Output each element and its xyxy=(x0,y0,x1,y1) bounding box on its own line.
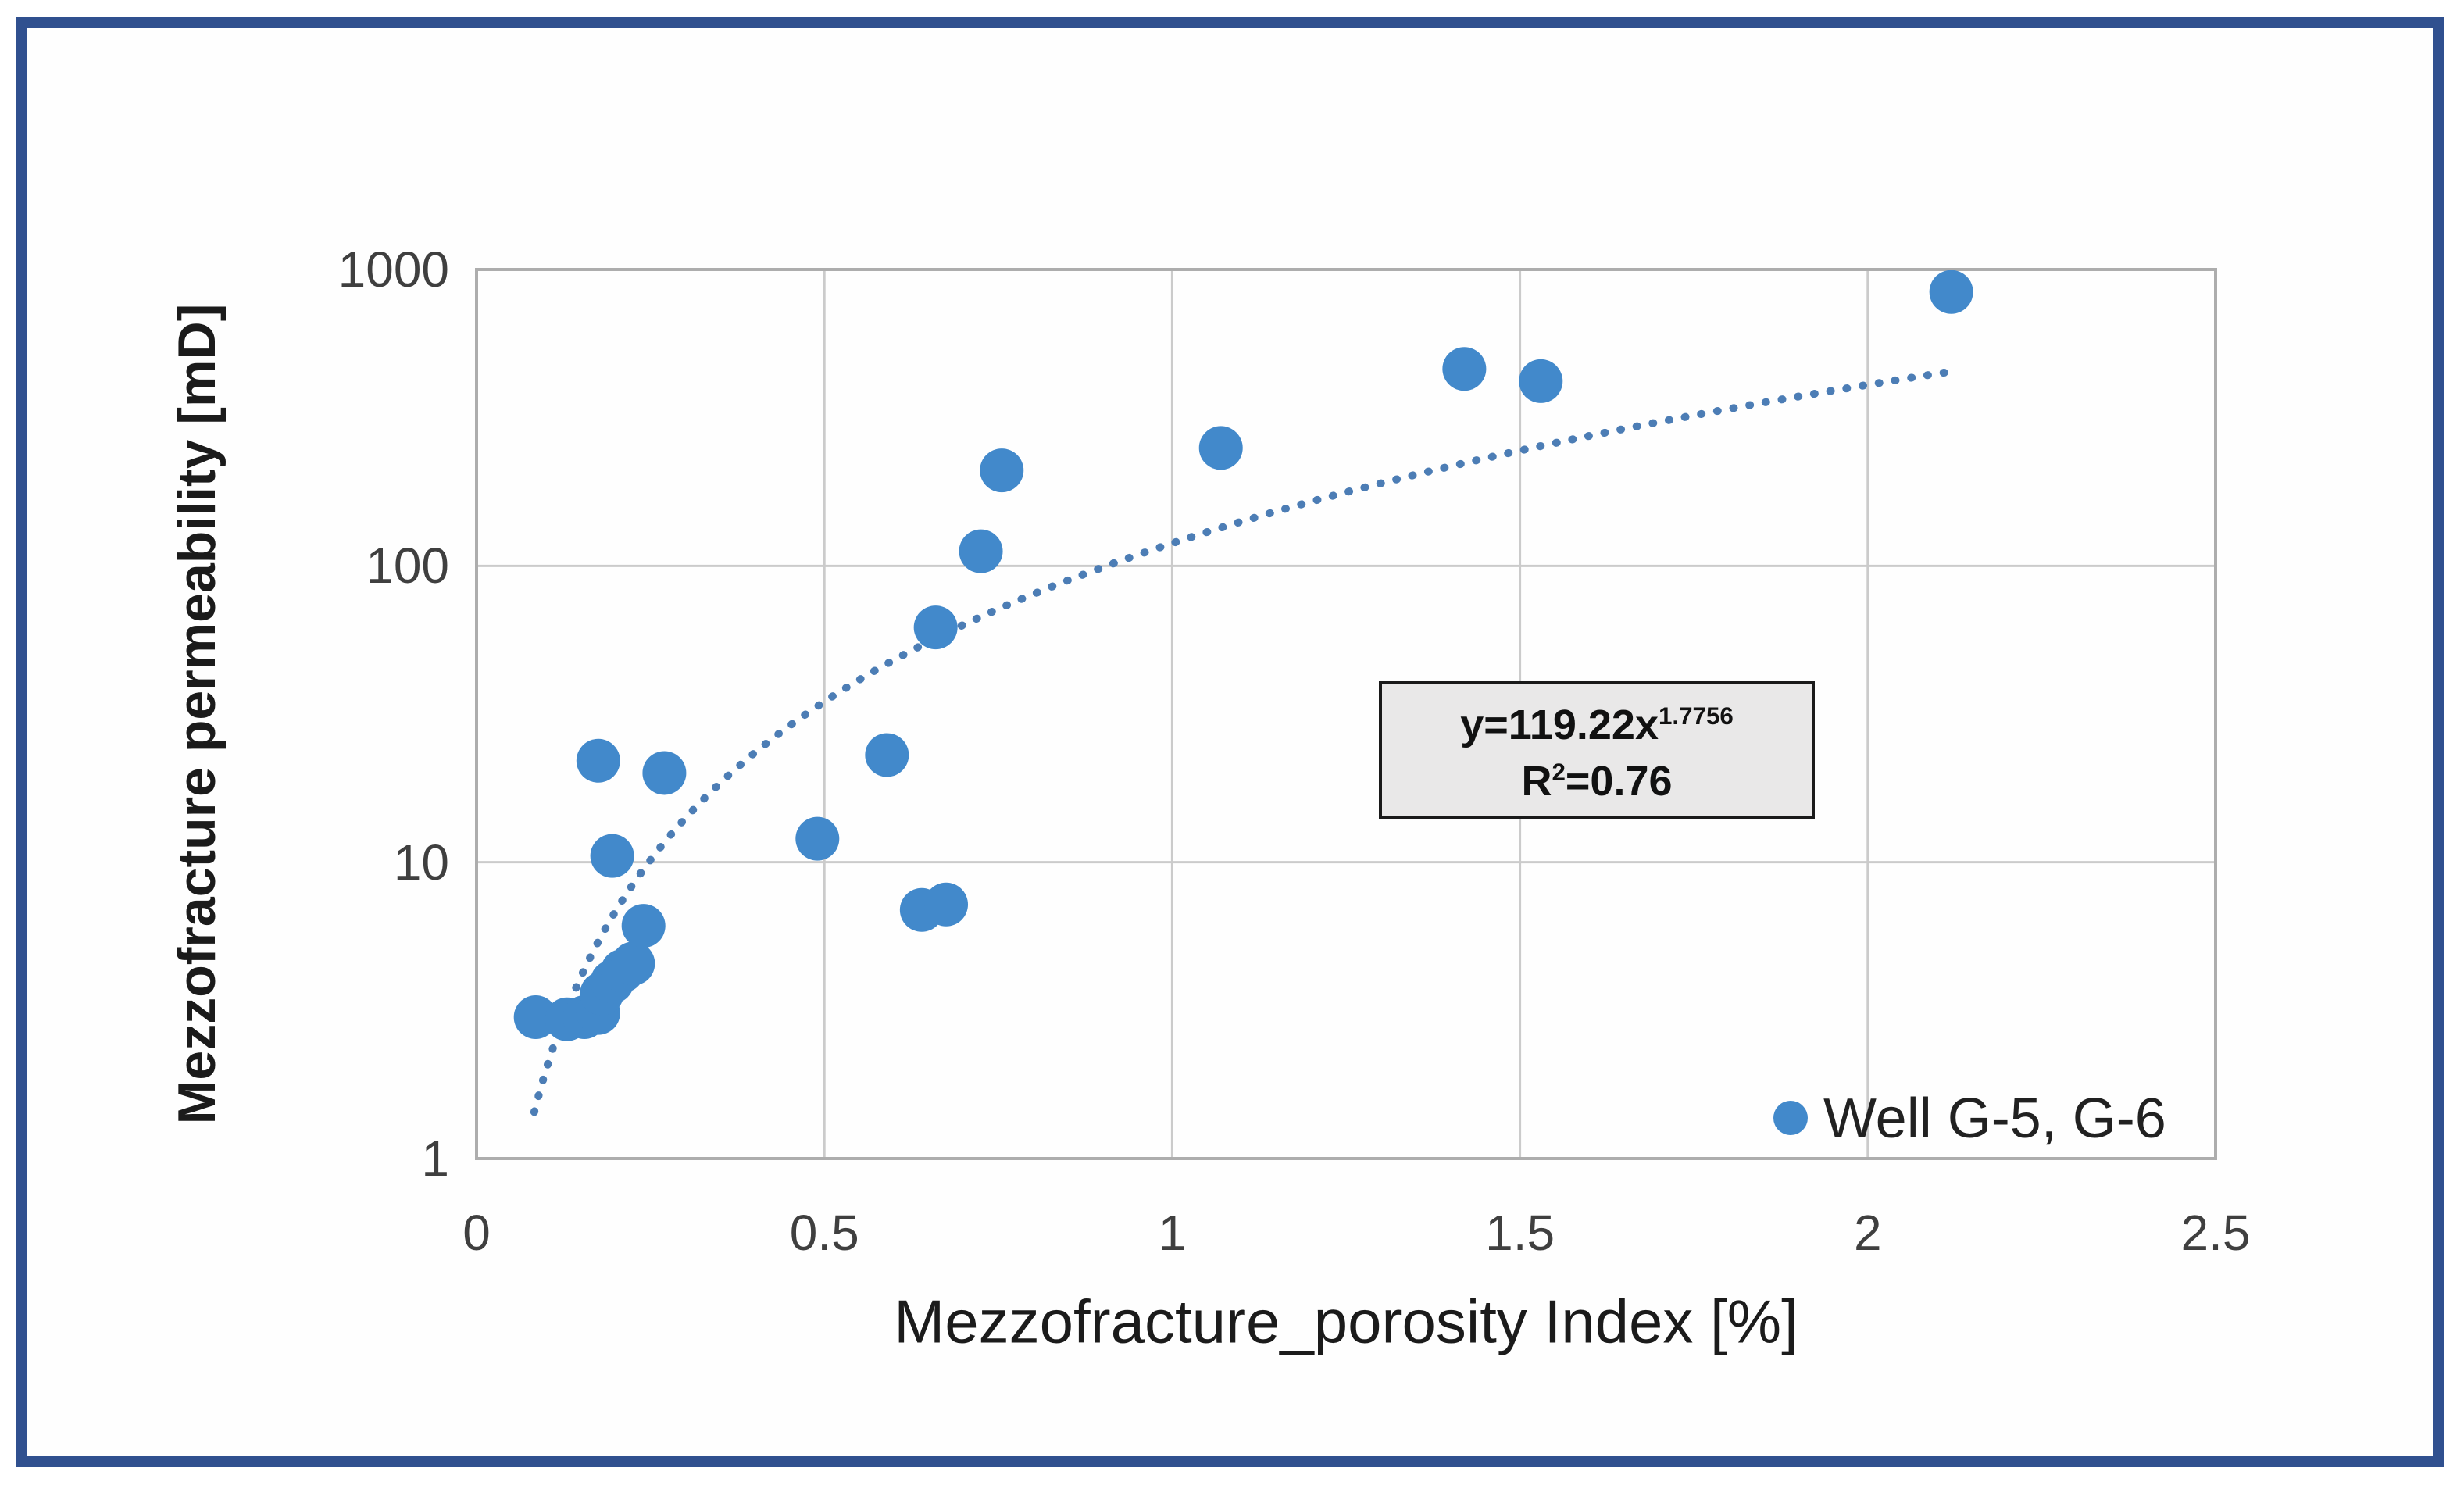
data-point xyxy=(590,834,634,878)
x-tick-label: 2.5 xyxy=(2180,1205,2251,1261)
trendline-equation: y=119.22x1.7756 xyxy=(1382,697,1812,753)
data-point xyxy=(795,816,840,861)
data-point xyxy=(959,529,1003,573)
r-symbol: R xyxy=(1521,758,1552,805)
data-point xyxy=(913,605,958,650)
power-trendline xyxy=(530,367,1955,1116)
trendline-equation-box: y=119.22x1.7756 R2=0.76 xyxy=(1379,681,1815,819)
y-tick-label: 1000 xyxy=(337,241,449,298)
y-tick-label: 1 xyxy=(421,1130,449,1187)
x-tick-label: 2 xyxy=(1854,1205,1882,1261)
equation-base: y=119.22x xyxy=(1460,702,1659,748)
data-point xyxy=(611,941,655,986)
data-point xyxy=(576,738,620,783)
r-squared-value: R2=0.76 xyxy=(1382,753,1812,809)
x-tick-label: 0.5 xyxy=(789,1205,859,1261)
data-point xyxy=(1519,359,1563,403)
equation-exponent: 1.7756 xyxy=(1659,702,1734,730)
x-tick-label: 1.5 xyxy=(1485,1205,1555,1261)
data-point xyxy=(980,448,1024,493)
data-point xyxy=(924,882,969,927)
legend-label: Well G-5, G-6 xyxy=(1823,1087,2166,1150)
data-point xyxy=(865,733,909,777)
r-exponent: 2 xyxy=(1552,759,1566,786)
data-point xyxy=(642,751,687,795)
data-point xyxy=(1442,347,1487,391)
data-point xyxy=(513,995,558,1040)
plot-frame xyxy=(475,268,2217,1160)
r-squared-number: =0.76 xyxy=(1565,758,1673,805)
legend-marker-dot xyxy=(1773,1101,1808,1135)
data-point xyxy=(621,904,666,948)
x-tick-label: 1 xyxy=(1158,1205,1187,1261)
x-axis-title: Mezzofracture_porosity Index [%] xyxy=(894,1287,1798,1356)
y-tick-label: 10 xyxy=(393,834,449,891)
data-point xyxy=(1929,270,1973,314)
x-tick-label: 0 xyxy=(462,1205,491,1261)
data-point xyxy=(1198,426,1243,470)
figure-outer-border xyxy=(16,17,2444,1467)
y-axis-title: Mezzofracture permeability [mD] xyxy=(167,303,227,1125)
y-tick-label: 100 xyxy=(366,537,449,595)
